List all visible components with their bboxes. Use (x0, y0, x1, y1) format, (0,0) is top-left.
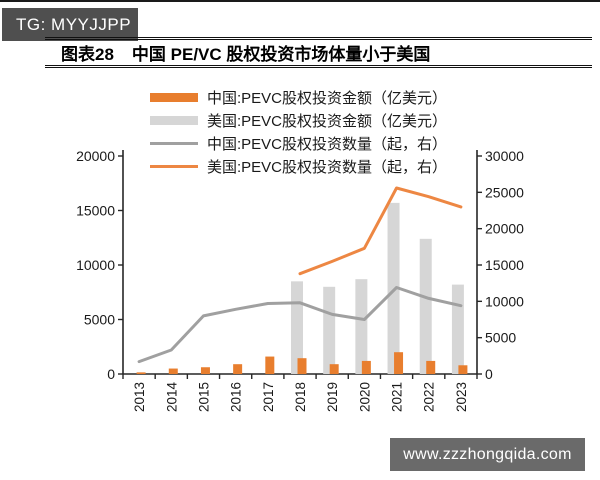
chart-title-text: 中国 PE/VC 股权投资市场体量小于美国 (131, 45, 431, 64)
left-axis-tick-label: 20000 (76, 148, 115, 164)
line-us-count (298, 186, 463, 276)
bar-china-amount (361, 360, 371, 374)
right-axis-tick-label: 20000 (485, 221, 524, 237)
legend-item-label: 中国:PEVC股权投资金额（亿美元） (207, 90, 448, 107)
x-axis-label: 2017 (261, 382, 276, 412)
bar-china-amount (426, 360, 436, 374)
bar-us-amount (419, 238, 432, 374)
x-axis-label: 2013 (132, 382, 147, 412)
x-axis-label: 2020 (357, 382, 372, 412)
watermark-badge: www.zzzhongqida.com (390, 438, 585, 471)
x-axis-label: 2021 (390, 382, 405, 412)
legend-line-swatch (150, 142, 198, 145)
right-axis-tick-label: 0 (485, 366, 493, 382)
bar-china-amount (168, 368, 178, 374)
legend-item: 美国:PEVC股权投资数量（起，右） (150, 155, 447, 178)
legend-item: 中国:PEVC股权投资金额（亿美元） (150, 86, 447, 109)
bar-china-amount (458, 365, 468, 374)
left-axis-tick-label: 10000 (76, 257, 115, 273)
legend-line-swatch (150, 165, 198, 168)
right-axis-tick-label: 25000 (485, 184, 524, 200)
x-axis-label: 2015 (196, 382, 211, 412)
legend-item-label: 中国:PEVC股权投资数量（起，右） (207, 136, 448, 153)
bar-china-amount (329, 364, 339, 374)
left-axis-tick-label: 0 (107, 366, 115, 382)
bar-china-amount (394, 352, 404, 374)
chart-title-bar: 图表28 中国 PE/VC 股权投资市场体量小于美国 (45, 37, 592, 68)
left-axis-tick-label: 15000 (76, 203, 115, 219)
x-axis-label: 2016 (229, 382, 244, 412)
legend-item: 中国:PEVC股权投资数量（起，右） (150, 132, 447, 155)
bar-us-amount (291, 281, 303, 374)
legend-item: 美国:PEVC股权投资金额（亿美元） (150, 109, 447, 132)
tg-badge: TG: MYYJJPP (2, 8, 138, 41)
bar-china-amount (265, 356, 275, 374)
top-rule (0, 0, 600, 2)
legend-item-label: 美国:PEVC股权投资数量（起，右） (207, 159, 448, 176)
legend-bar-swatch (150, 116, 198, 125)
right-axis-tick-label: 15000 (485, 257, 524, 273)
x-axis-label: 2023 (454, 382, 469, 412)
right-axis-tick-label: 10000 (485, 293, 524, 309)
chart-number-label: 图表28 (61, 45, 114, 64)
bar-us-amount (451, 284, 464, 374)
x-axis-label: 2019 (325, 382, 340, 412)
bar-china-amount (297, 358, 307, 374)
x-axis-label: 2022 (422, 382, 437, 412)
legend-item-label: 美国:PEVC股权投资金额（亿美元） (207, 113, 448, 130)
x-axis-label: 2014 (164, 382, 179, 413)
right-axis-tick-label: 30000 (485, 148, 524, 164)
bar-china-amount (136, 372, 146, 374)
line-china-count (137, 286, 463, 364)
right-axis-tick-label: 5000 (485, 330, 516, 346)
bar-china-amount (200, 367, 210, 374)
bar-china-amount (233, 364, 243, 374)
bar-us-amount (323, 286, 336, 374)
bar-us-amount (355, 279, 368, 374)
left-axis-tick-label: 5000 (84, 312, 115, 328)
legend: 中国:PEVC股权投资金额（亿美元） 美国:PEVC股权投资金额（亿美元） 中国:P… (150, 86, 447, 178)
x-axis-label: 2018 (293, 382, 308, 412)
legend-bar-swatch (150, 93, 198, 102)
